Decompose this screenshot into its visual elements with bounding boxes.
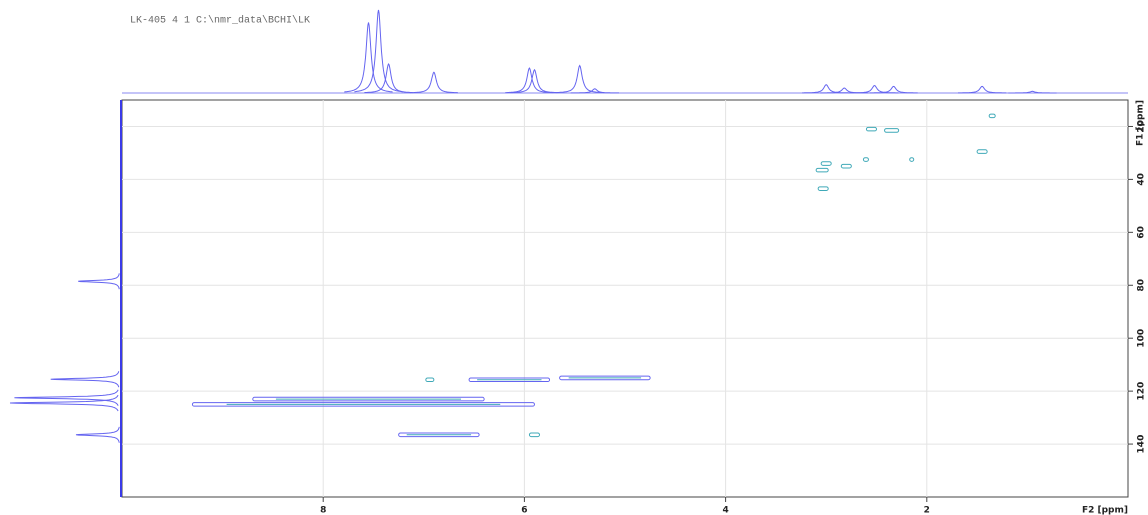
y-tick-label: 120 (1137, 382, 1147, 401)
f2-projection-peak (344, 22, 393, 93)
y-tick-label: 20 (1137, 120, 1147, 133)
f2-projection-peak (409, 71, 458, 94)
f2-projection-peak (505, 67, 554, 94)
f1-projection-peak (78, 273, 120, 290)
f2-projection-peak (869, 85, 918, 94)
y-tick-label: 60 (1137, 226, 1147, 239)
y-tick-label: 100 (1137, 329, 1147, 348)
cross-peak (988, 113, 996, 119)
f1-projection-peak (50, 371, 120, 388)
y-axis-label: F1 [ppm] (1136, 100, 1146, 146)
x-tick-label: 4 (722, 506, 728, 515)
cross-peak (865, 126, 878, 132)
header: LK-405 4 1 C:\nmr_data\BCHI\LK (130, 15, 310, 27)
cross-peak (528, 432, 540, 438)
f1-projection-peak (9, 394, 119, 412)
f2-projection-peak (364, 62, 413, 94)
f2-projection-peak (510, 68, 559, 94)
f2-projection-peak (1008, 90, 1057, 94)
y-tick-label: 140 (1137, 435, 1147, 454)
x-tick-label: 8 (320, 506, 326, 515)
cross-peak (425, 377, 435, 383)
plot-frame (121, 99, 1129, 498)
f2-projection-peak (850, 84, 899, 94)
f1-projection-peak (14, 389, 119, 406)
cross-peak (815, 167, 829, 173)
cross-peak (884, 128, 900, 133)
f2-projection-peak (555, 64, 604, 94)
cross-peak (468, 377, 551, 383)
cross-peak (840, 163, 852, 169)
cross-peak (252, 396, 485, 402)
cross-peak (559, 375, 651, 381)
f2-projection-peak (802, 84, 851, 94)
cross-peak (909, 157, 915, 162)
f2-projection-peak (354, 9, 403, 93)
cross-peak (817, 186, 829, 191)
cross-peak (820, 161, 832, 166)
cross-peak (398, 432, 480, 438)
cross-peak (862, 157, 869, 162)
x-tick-label: 2 (924, 506, 930, 515)
y-tick-label: 80 (1137, 279, 1147, 292)
x-tick-label: 6 (521, 506, 527, 515)
f2-projection-peak (570, 88, 619, 94)
cross-peak (976, 149, 988, 154)
x-axis-label: F2 [ppm] (1082, 506, 1128, 515)
f1-projection-peak (75, 426, 120, 443)
cross-peak (191, 402, 535, 407)
f2-projection-peak (958, 85, 1007, 94)
y-tick-label: 40 (1137, 173, 1147, 186)
